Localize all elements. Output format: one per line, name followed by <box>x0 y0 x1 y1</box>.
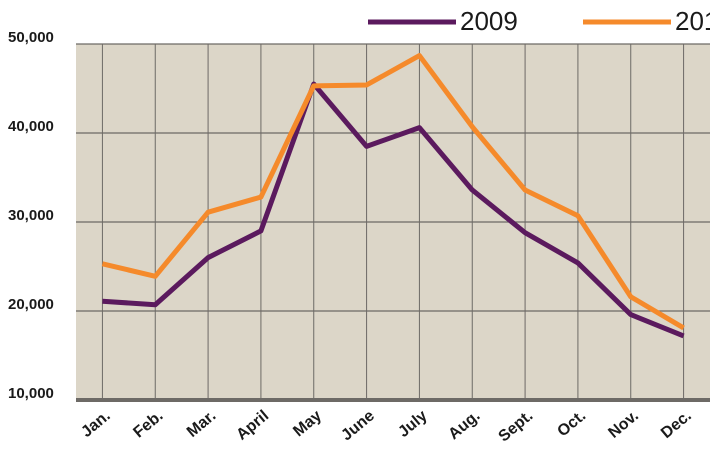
x-tick-label: Nov. <box>605 407 642 442</box>
legend-label: 2010 <box>675 6 710 36</box>
x-tick-label: Aug. <box>445 407 483 443</box>
x-tick-label: Dec. <box>658 407 695 442</box>
x-tick-label: April <box>233 407 272 443</box>
data-line <box>102 81 685 339</box>
x-tick-label: Feb. <box>130 407 166 441</box>
x-tick-label: Mar. <box>184 407 219 441</box>
x-tick-label: Jan. <box>78 407 113 441</box>
x-tick-label: Sept. <box>495 407 536 445</box>
x-tick-label: June <box>338 407 378 444</box>
x-tick-label: July <box>395 407 431 441</box>
y-tick-label: 40,000 <box>8 118 54 135</box>
y-tick-label: 10,000 <box>8 385 54 402</box>
y-tick-label: 20,000 <box>8 296 54 313</box>
y-tick-label: 50,000 <box>8 29 54 46</box>
x-tick-label: May <box>290 407 325 440</box>
y-tick-label: 30,000 <box>8 207 54 224</box>
data-line <box>101 53 685 331</box>
x-tick-label: Oct. <box>554 407 589 440</box>
legend-label: 2009 <box>460 6 518 36</box>
